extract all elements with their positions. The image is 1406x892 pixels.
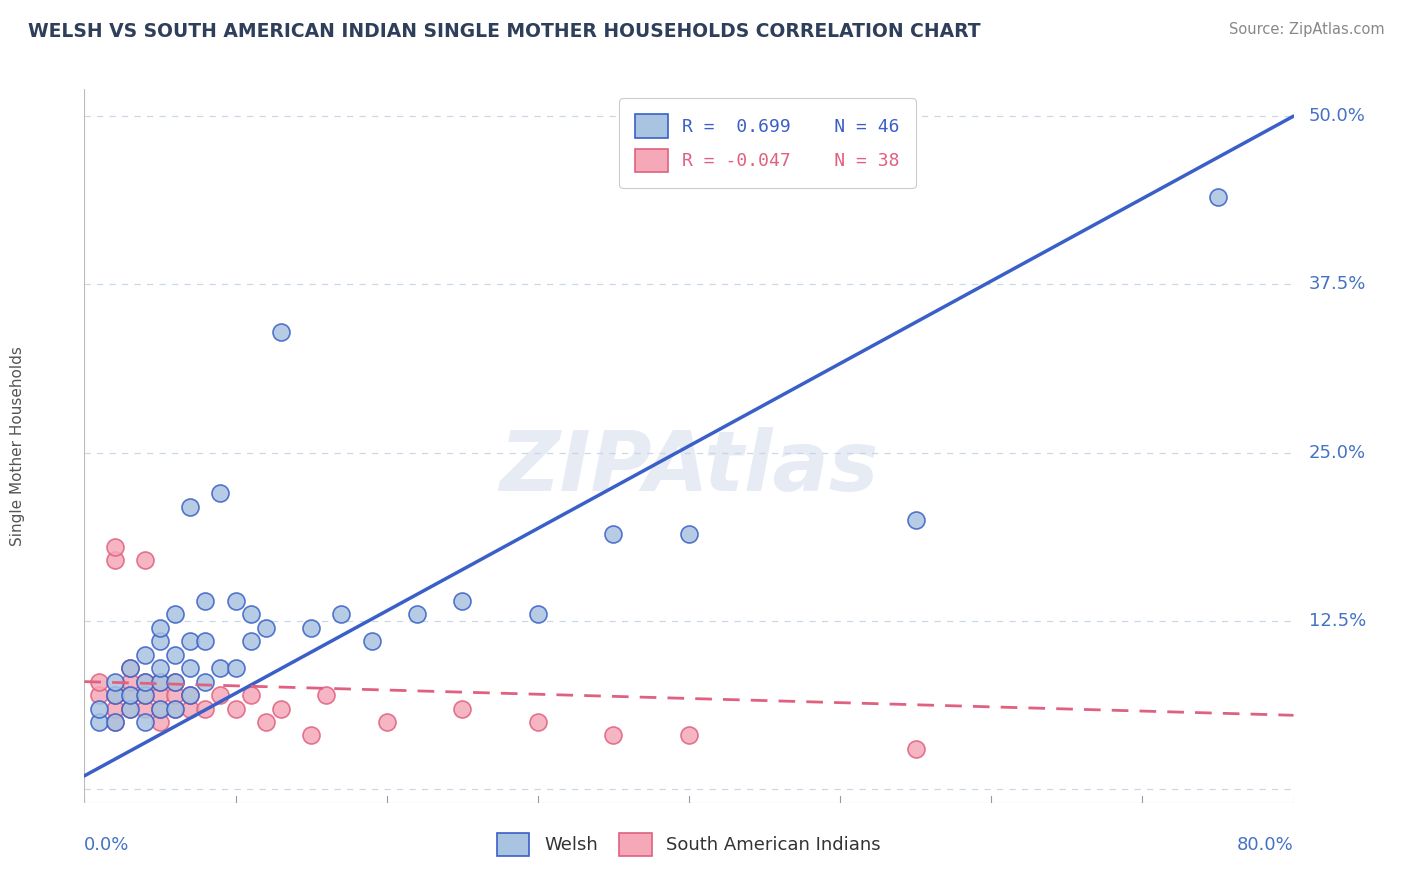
Point bbox=[89, 714, 111, 729]
Point bbox=[118, 661, 141, 675]
Point bbox=[104, 688, 127, 702]
Point bbox=[134, 648, 156, 662]
Point bbox=[270, 325, 292, 339]
Point bbox=[118, 688, 141, 702]
Point bbox=[194, 701, 217, 715]
Point bbox=[375, 714, 398, 729]
Point bbox=[163, 674, 186, 689]
Text: 37.5%: 37.5% bbox=[1309, 276, 1367, 293]
Point bbox=[89, 688, 111, 702]
Point bbox=[104, 674, 127, 689]
Point bbox=[149, 674, 172, 689]
Point bbox=[526, 714, 548, 729]
Point bbox=[134, 674, 156, 689]
Point bbox=[179, 688, 201, 702]
Point bbox=[149, 701, 172, 715]
Point bbox=[451, 701, 474, 715]
Point bbox=[163, 648, 186, 662]
Point bbox=[163, 674, 186, 689]
Point bbox=[904, 742, 927, 756]
Text: WELSH VS SOUTH AMERICAN INDIAN SINGLE MOTHER HOUSEHOLDS CORRELATION CHART: WELSH VS SOUTH AMERICAN INDIAN SINGLE MO… bbox=[28, 22, 981, 41]
Point bbox=[225, 661, 247, 675]
Point bbox=[89, 701, 111, 715]
Text: ZIPAtlas: ZIPAtlas bbox=[499, 427, 879, 508]
Text: 25.0%: 25.0% bbox=[1309, 443, 1365, 462]
Point bbox=[239, 634, 262, 648]
Point bbox=[254, 714, 277, 729]
Point bbox=[179, 500, 201, 514]
Point bbox=[134, 688, 156, 702]
Text: Single Mother Households: Single Mother Households bbox=[10, 346, 25, 546]
Point bbox=[526, 607, 548, 622]
Point bbox=[602, 526, 624, 541]
Point bbox=[904, 513, 927, 527]
Point bbox=[118, 661, 141, 675]
Text: 12.5%: 12.5% bbox=[1309, 612, 1365, 630]
Point bbox=[239, 607, 262, 622]
Point bbox=[89, 674, 111, 689]
Point bbox=[163, 701, 186, 715]
Point bbox=[406, 607, 429, 622]
Text: 80.0%: 80.0% bbox=[1237, 837, 1294, 855]
Point bbox=[149, 714, 172, 729]
Point bbox=[209, 688, 232, 702]
Point bbox=[678, 729, 700, 743]
Point bbox=[299, 729, 322, 743]
Legend: Welsh, South American Indians: Welsh, South American Indians bbox=[488, 824, 890, 865]
Point bbox=[104, 714, 127, 729]
Point bbox=[134, 674, 156, 689]
Point bbox=[134, 688, 156, 702]
Point bbox=[360, 634, 382, 648]
Point bbox=[149, 688, 172, 702]
Point bbox=[270, 701, 292, 715]
Text: 50.0%: 50.0% bbox=[1309, 107, 1365, 125]
Text: Source: ZipAtlas.com: Source: ZipAtlas.com bbox=[1229, 22, 1385, 37]
Point bbox=[149, 674, 172, 689]
Point bbox=[149, 661, 172, 675]
Point bbox=[104, 688, 127, 702]
Point bbox=[163, 701, 186, 715]
Point bbox=[104, 553, 127, 567]
Point bbox=[163, 688, 186, 702]
Point bbox=[194, 594, 217, 608]
Point bbox=[134, 701, 156, 715]
Point bbox=[209, 661, 232, 675]
Point bbox=[179, 688, 201, 702]
Point bbox=[315, 688, 337, 702]
Point bbox=[118, 674, 141, 689]
Point bbox=[225, 701, 247, 715]
Point bbox=[179, 634, 201, 648]
Point bbox=[163, 607, 186, 622]
Point bbox=[330, 607, 353, 622]
Point bbox=[104, 540, 127, 554]
Point bbox=[194, 634, 217, 648]
Point bbox=[149, 701, 172, 715]
Point bbox=[104, 701, 127, 715]
Point bbox=[104, 714, 127, 729]
Point bbox=[149, 621, 172, 635]
Point bbox=[299, 621, 322, 635]
Point bbox=[239, 688, 262, 702]
Point bbox=[602, 729, 624, 743]
Point bbox=[451, 594, 474, 608]
Point bbox=[134, 553, 156, 567]
Point bbox=[134, 714, 156, 729]
Text: 0.0%: 0.0% bbox=[84, 837, 129, 855]
Point bbox=[118, 688, 141, 702]
Point bbox=[254, 621, 277, 635]
Point bbox=[225, 594, 247, 608]
Point bbox=[194, 674, 217, 689]
Point bbox=[1206, 190, 1229, 204]
Point bbox=[149, 634, 172, 648]
Point bbox=[179, 701, 201, 715]
Point bbox=[118, 701, 141, 715]
Point bbox=[179, 661, 201, 675]
Point bbox=[209, 486, 232, 500]
Point bbox=[118, 701, 141, 715]
Point bbox=[678, 526, 700, 541]
